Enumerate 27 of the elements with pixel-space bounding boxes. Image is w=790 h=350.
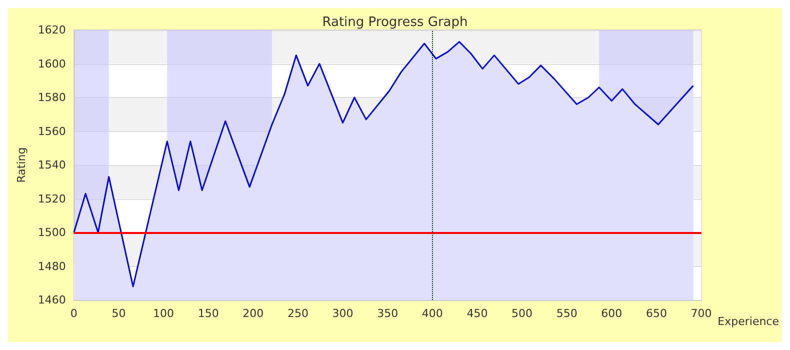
x-tick-label: 250 [287,307,308,320]
y-tick-label: 1520 [38,192,66,206]
x-tick-label: 100 [153,307,174,320]
x-tick-label: 300 [332,307,354,320]
x-tick-label: 400 [422,307,443,320]
x-axis-title: Experience [718,315,780,328]
x-tick-label: 600 [601,307,622,320]
x-tick-label: 0 [70,307,78,320]
x-tick-label: 150 [198,307,219,320]
y-tick-label: 1540 [38,158,66,172]
x-tick-label: 650 [646,307,667,320]
x-tick-label: 200 [242,307,264,320]
x-tick-label: 450 [466,307,488,320]
x-tick-label: 350 [377,307,398,320]
y-tick-label: 1580 [38,91,66,104]
y-tick-label: 1500 [38,226,66,239]
x-tick-label: 50 [112,307,126,320]
y-tick-label: 1620 [38,24,66,36]
x-tick-label: 550 [556,307,578,320]
x-tick-label: 700 [690,307,712,320]
y-tick-label: 1460 [38,294,66,306]
chart-title: Rating Progress Graph [322,15,468,30]
y-tick-label: 1560 [38,124,66,138]
x-tick-label: 500 [512,307,533,320]
y-axis-title: Rating [15,147,28,183]
y-tick-label: 1600 [38,57,66,70]
y-tick-label: 1480 [38,260,66,273]
